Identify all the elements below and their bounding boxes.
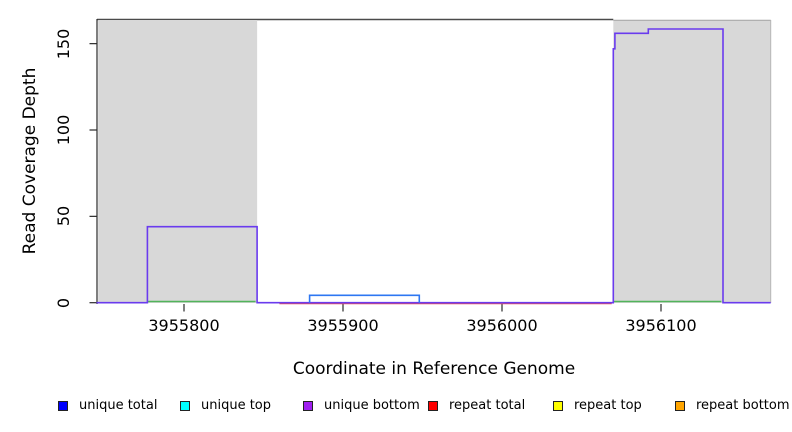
x-tick-label: 3956000 xyxy=(466,316,538,335)
legend-item-repeat-bottom: repeat bottom xyxy=(675,398,790,414)
legend-swatch-icon xyxy=(675,401,685,411)
legend-swatch-icon xyxy=(428,401,438,411)
x-axis-title: Coordinate in Reference Genome xyxy=(292,359,576,379)
legend-label: unique total xyxy=(79,398,158,413)
y-tick-label: 0 xyxy=(54,297,73,308)
legend-label: repeat top xyxy=(574,398,642,413)
legend-item-unique-bottom: unique bottom xyxy=(303,398,420,414)
legend-label: repeat total xyxy=(449,398,526,413)
legend-label: unique top xyxy=(201,398,272,413)
legend-swatch-icon xyxy=(303,401,313,411)
series-unique-total xyxy=(308,294,421,303)
legend-swatch-icon xyxy=(553,401,563,411)
legend-label: unique bottom xyxy=(324,398,420,413)
legend-item-repeat-top: repeat top xyxy=(553,398,642,414)
shaded-region-right xyxy=(613,20,771,303)
legend-swatch-icon xyxy=(180,401,190,411)
y-tick-label: 100 xyxy=(54,114,73,146)
legend-item-repeat-total: repeat total xyxy=(428,398,525,414)
legend-item-unique-top: unique top xyxy=(180,398,271,414)
legend-label: repeat bottom xyxy=(696,398,790,413)
y-tick-label: 150 xyxy=(54,28,73,59)
x-tick-label: 3956100 xyxy=(625,316,697,335)
legend-item-unique-total: unique total xyxy=(58,398,157,414)
series-unique-bottom xyxy=(96,28,771,304)
shaded-region-left xyxy=(98,20,258,303)
y-axis-title: Read Coverage Depth xyxy=(20,67,40,255)
y-tick-label: 50 xyxy=(54,206,73,227)
x-tick-label: 3955900 xyxy=(307,316,379,335)
legend-swatch-icon xyxy=(58,401,68,411)
x-tick-label: 3955800 xyxy=(148,316,220,335)
